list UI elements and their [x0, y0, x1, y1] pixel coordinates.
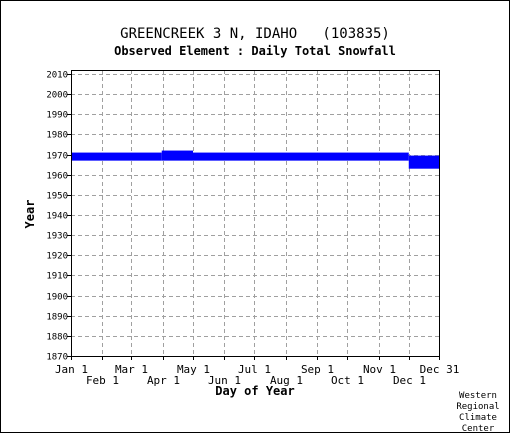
y-tick-label: 1940	[46, 212, 68, 222]
period-of-record-bars	[71, 150, 439, 169]
y-tick-label: 1920	[46, 252, 68, 262]
x-tick-label: Mar 1	[115, 363, 148, 376]
y-tick-labels: 1870 1880 1890 1900 1910 1920 1930 1940 1950 1960…	[46, 71, 68, 363]
y-tick-label: 1900	[46, 293, 68, 303]
y-tick-label: 1950	[46, 192, 68, 202]
grid-lines	[71, 70, 439, 356]
plot-border	[71, 70, 440, 357]
y-tick-label: 1870	[46, 353, 68, 363]
x-tick-label: Oct 1	[331, 374, 364, 387]
record-bar	[192, 152, 409, 161]
record-bar	[131, 152, 162, 161]
credit-line: Climate	[459, 413, 497, 423]
plot-frame	[67, 70, 440, 360]
y-tick-label: 1960	[46, 172, 68, 182]
y-tick-label: 1970	[46, 152, 68, 162]
record-bar	[408, 155, 439, 169]
x-tick-label: May 1	[177, 363, 210, 376]
credit-line: Center	[461, 424, 495, 433]
y-tick-label: 1930	[46, 232, 68, 242]
x-tick-label: Apr 1	[147, 374, 180, 387]
x-axis-label: Day of Year	[215, 384, 294, 398]
x-tick-label: Aug 1	[270, 374, 303, 387]
x-tick-label: Dec 31	[420, 363, 460, 376]
x-tick-label: Feb 1	[86, 374, 119, 387]
y-tick-label: 2010	[46, 71, 68, 81]
x-tick-label: Jun 1	[208, 374, 241, 387]
y-tick-label: 1990	[46, 111, 68, 121]
credit-line: Regional	[456, 402, 500, 412]
y-tick-label: 2000	[46, 91, 68, 101]
record-bar	[71, 152, 132, 161]
y-tick-label: 1910	[46, 272, 68, 282]
y-tick-label: 1980	[46, 131, 68, 141]
wrcc-credit: Western Regional Climate Center	[450, 391, 506, 433]
x-tick-label: Jan 1	[55, 363, 88, 376]
y-tick-label: 1890	[46, 313, 68, 323]
x-tick-label: Nov 1	[363, 363, 396, 376]
x-tick-label: Sep 1	[301, 363, 334, 376]
credit-line: Western	[459, 391, 497, 401]
chart-title: GREENCREEK 3 N, IDAHO (103835)	[120, 26, 390, 42]
chart-subtitle: Observed Element : Daily Total Snowfall	[114, 44, 396, 58]
x-tick-label: Dec 1	[393, 374, 426, 387]
record-bar	[161, 150, 193, 161]
y-tick-label: 1880	[46, 333, 68, 343]
y-axis-label: Year	[23, 200, 37, 229]
x-tick-label: Jul 1	[238, 363, 271, 376]
